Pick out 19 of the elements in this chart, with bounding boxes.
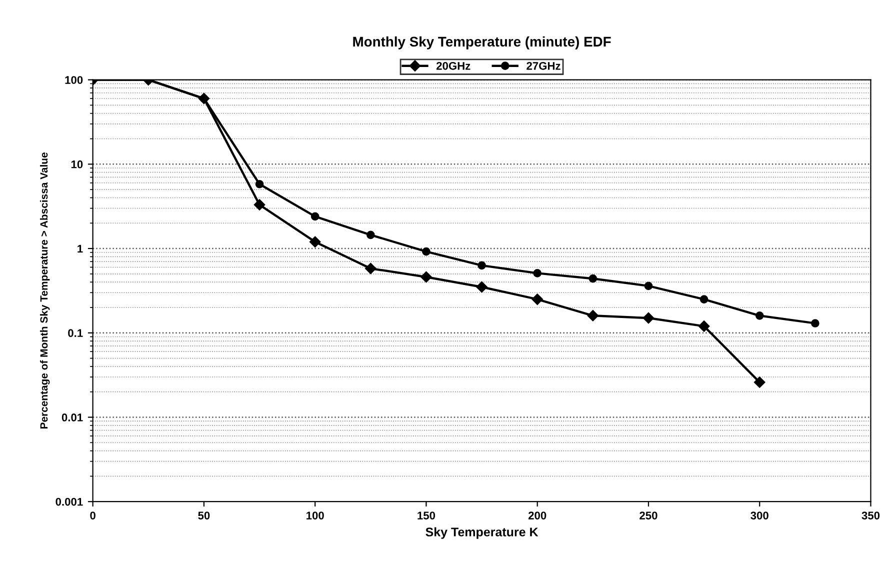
x-tick-label: 100 (306, 512, 324, 520)
y-tick-label: 0.1 (68, 329, 83, 338)
x-tick-label: 0 (90, 512, 96, 520)
x-tick-label: 300 (750, 512, 768, 520)
y-axis-title: Percentage of Month Sky Temperature > Abscissa Value (40, 152, 50, 428)
chart-title: Monthly Sky Temperature (minute) EDF (353, 36, 611, 50)
x-tick-label: 200 (528, 512, 546, 520)
y-tick-label: 10 (71, 160, 83, 168)
legend-label: 27GHz (526, 62, 560, 70)
x-tick-label: 350 (862, 512, 880, 520)
y-tick-label: 100 (65, 76, 83, 84)
y-tick-label: 0.001 (56, 498, 83, 506)
y-tick-label: 0.01 (62, 414, 83, 422)
y-tick-label: 1 (78, 244, 83, 253)
x-tick-label: 50 (198, 512, 210, 520)
legend-label: 20GHz (436, 62, 470, 70)
x-tick-label: 150 (418, 512, 436, 520)
x-axis-title: Sky Temperature K (426, 527, 538, 539)
x-tick-label: 250 (640, 512, 658, 520)
